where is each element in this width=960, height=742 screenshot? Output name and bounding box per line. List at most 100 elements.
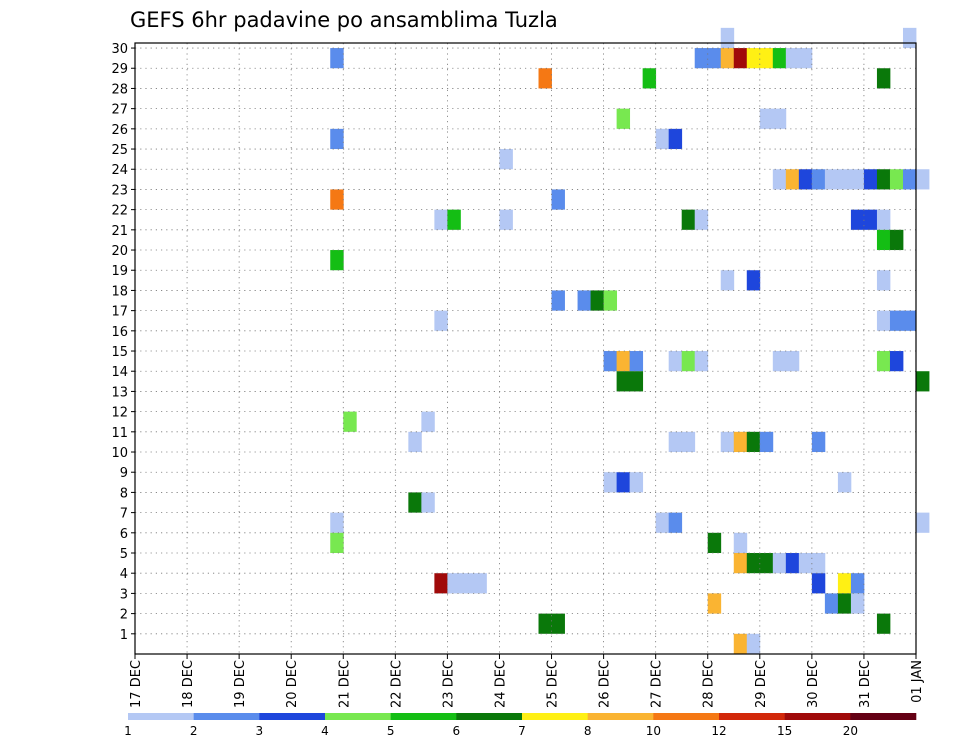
y-tick-label: 25 xyxy=(111,143,128,158)
y-tick-label: 24 xyxy=(111,163,128,178)
data-cell xyxy=(603,351,618,372)
data-cell xyxy=(798,553,813,574)
data-cell xyxy=(785,553,800,574)
colorbar-swatch xyxy=(850,713,917,720)
data-cell xyxy=(759,48,774,69)
colorbar-label: 5 xyxy=(387,724,395,738)
data-cell xyxy=(473,573,487,594)
data-cell xyxy=(681,351,696,372)
data-cell xyxy=(603,290,618,311)
data-cell xyxy=(772,553,787,574)
data-cell xyxy=(655,512,670,533)
colorbar-swatch xyxy=(259,713,326,720)
data-cell xyxy=(876,613,891,634)
data-cell xyxy=(772,108,787,129)
y-tick-label: 10 xyxy=(111,446,128,461)
x-tick-label: 29 DEC xyxy=(754,660,769,708)
colorbar-swatch xyxy=(587,713,654,720)
data-cell xyxy=(902,310,917,331)
data-cell xyxy=(889,351,904,372)
data-cell xyxy=(837,472,852,493)
data-cell xyxy=(850,209,865,230)
y-axis: 1234567891011121314151617181920212223242… xyxy=(111,42,135,643)
colorbar-swatch xyxy=(653,713,720,720)
data-cell xyxy=(720,270,735,291)
y-tick-label: 21 xyxy=(111,224,128,239)
x-tick-label: 25 DEC xyxy=(546,660,561,708)
data-cell xyxy=(707,48,722,69)
data-cell xyxy=(759,108,774,129)
data-cell xyxy=(863,169,878,190)
y-tick-label: 29 xyxy=(111,62,128,77)
x-tick-label: 20 DEC xyxy=(285,660,300,708)
y-tick-label: 5 xyxy=(120,547,128,562)
data-cell xyxy=(434,209,448,230)
colorbar-label: 10 xyxy=(646,724,661,738)
data-cell xyxy=(707,593,722,614)
colorbar-swatch xyxy=(325,713,391,720)
data-cell xyxy=(798,169,813,190)
data-cell xyxy=(668,512,683,533)
data-cell xyxy=(538,68,552,89)
data-cell xyxy=(759,553,774,574)
grid-layer xyxy=(135,43,916,654)
x-tick-label: 22 DEC xyxy=(389,660,404,708)
data-cell xyxy=(863,209,878,230)
data-cell xyxy=(733,48,748,69)
data-cell xyxy=(876,209,891,230)
data-cell xyxy=(538,613,552,634)
data-cell xyxy=(499,209,513,230)
x-axis: 17 DEC 18 DEC 19 DEC 20 DEC 21 DEC 22 DEC 23 D… xyxy=(129,654,925,708)
colorbar-label: 1 xyxy=(124,724,132,738)
data-cell xyxy=(902,169,917,190)
data-cell xyxy=(668,431,683,453)
y-tick-label: 4 xyxy=(120,567,128,582)
data-cell xyxy=(902,27,917,49)
data-cell xyxy=(798,48,813,69)
x-tick-label: 27 DEC xyxy=(650,660,665,708)
x-tick-label: 24 DEC xyxy=(493,660,508,708)
data-cell xyxy=(447,573,461,594)
x-tick-label: 19 DEC xyxy=(233,660,248,708)
data-cell xyxy=(876,270,891,291)
y-tick-label: 3 xyxy=(120,587,128,602)
data-cell xyxy=(330,512,344,533)
y-tick-label: 15 xyxy=(111,345,128,360)
x-tick-label: 30 DEC xyxy=(806,660,821,708)
y-tick-label: 22 xyxy=(111,204,128,219)
y-tick-label: 1 xyxy=(120,628,128,643)
data-cell xyxy=(785,48,800,69)
plot-frame xyxy=(134,42,917,655)
y-tick-label: 16 xyxy=(111,325,128,340)
data-cell xyxy=(460,573,474,594)
colorbar-label: 8 xyxy=(584,724,592,738)
data-cell xyxy=(733,431,748,453)
data-cell xyxy=(551,613,565,634)
data-cell xyxy=(616,108,631,129)
data-cell xyxy=(434,573,448,594)
data-cell xyxy=(421,492,435,513)
chart-title: GEFS 6hr padavine po ansamblima Tuzla xyxy=(130,8,558,32)
y-tick-label: 9 xyxy=(120,466,128,481)
y-tick-label: 14 xyxy=(111,365,128,380)
colorbar-swatch xyxy=(522,713,588,720)
data-cell xyxy=(876,68,891,89)
data-cell xyxy=(694,209,709,230)
data-cell xyxy=(551,189,565,210)
data-cell xyxy=(772,48,787,69)
x-tick-label: 17 DEC xyxy=(129,660,144,708)
data-cell xyxy=(811,169,826,190)
data-cell xyxy=(837,169,852,190)
data-cell xyxy=(811,553,826,574)
y-tick-label: 27 xyxy=(111,103,128,118)
colorbar-label: 4 xyxy=(321,724,329,738)
x-tick-label: 01 JAN xyxy=(910,660,925,703)
data-cell xyxy=(694,351,709,372)
data-cell xyxy=(876,169,891,190)
data-cell xyxy=(720,27,735,49)
y-tick-label: 30 xyxy=(111,42,128,57)
data-cell xyxy=(616,472,631,493)
colorbar-label: 3 xyxy=(256,724,264,738)
colorbar-swatch xyxy=(456,713,523,720)
